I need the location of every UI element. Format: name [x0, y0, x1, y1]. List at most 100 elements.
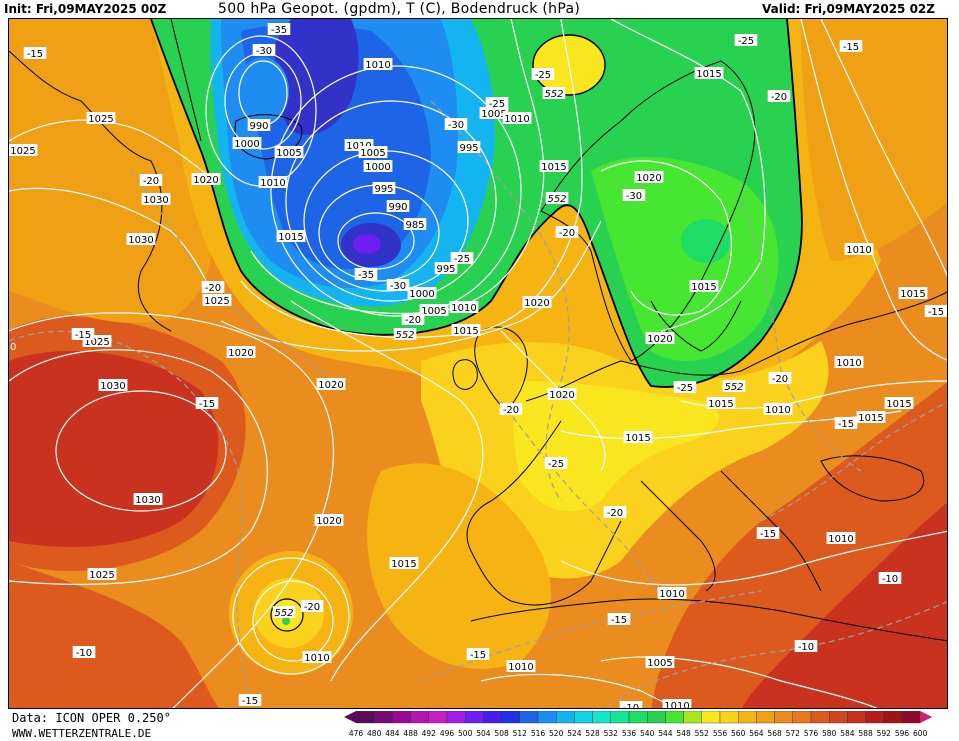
- isobar-label: 1010: [302, 651, 332, 664]
- isobar-label: 1005: [419, 304, 449, 317]
- coast-balkans: [720, 470, 822, 592]
- isobar-label-text: 1015: [278, 232, 303, 243]
- temperature-label-text: -15: [760, 529, 776, 540]
- colorbar-box: [810, 711, 830, 724]
- colorbar-box: [829, 711, 848, 724]
- temperature-label-box: [444, 118, 468, 130]
- isobar-label-text: 1020: [549, 390, 574, 401]
- isobar-label-box: [126, 233, 156, 245]
- isobar-label: 1015: [623, 431, 653, 444]
- temperature-label-text: -10: [623, 703, 639, 709]
- isobar-label-box: [539, 160, 569, 172]
- isobar-1030-northwest: [9, 187, 207, 282]
- isobar-1015-north: [240, 19, 583, 339]
- isobar-label: 1015: [539, 160, 569, 173]
- isobar-label-box: [87, 568, 117, 580]
- temperature-label: -10: [72, 646, 96, 659]
- temperature-label-text: -20: [771, 92, 787, 103]
- colorbar-boxes: [344, 711, 933, 724]
- isobar-label-box: [247, 119, 271, 131]
- isobar-1020-north: [220, 220, 602, 352]
- temperature-label: -20: [300, 600, 324, 613]
- colorbar-tick-label: 480: [367, 729, 382, 738]
- isobar-label: 1015: [856, 411, 886, 424]
- temperature-label-text: -25: [489, 99, 505, 110]
- temperature-label-box: [834, 417, 858, 429]
- isobar-label: 1030: [98, 379, 128, 392]
- temperature-label: -15: [195, 397, 219, 410]
- temperature-label-box: [603, 506, 627, 518]
- isobar-label: 1020: [522, 296, 552, 309]
- temperature-label-text: -30: [626, 191, 642, 202]
- temperature-label-text: -35: [271, 25, 287, 36]
- weather-map-canvas: 1025 1025 1030 1030 1020 1025 1025 1020 1030 1030…: [9, 19, 947, 709]
- isobar-label-box: [522, 296, 552, 308]
- temperature-label-box: [72, 646, 96, 658]
- isobar-label: 1015: [898, 287, 928, 300]
- temperature-label-box: [756, 527, 780, 539]
- colorbar-tick-label: 496: [440, 729, 455, 738]
- isobar-label-box: [202, 294, 232, 306]
- isobar-label-box: [363, 160, 393, 172]
- temperature-label: -25: [450, 252, 474, 265]
- isobar-label: 995: [457, 141, 481, 154]
- temperature-label: -15: [607, 613, 631, 626]
- temperature-label: -15: [23, 47, 47, 60]
- isobar-label: 1000: [363, 160, 393, 173]
- colorbar-box: [374, 711, 393, 724]
- isobars: [9, 19, 947, 708]
- field-north-trough-bright: [591, 157, 779, 361]
- colorbar-box: [792, 711, 812, 724]
- temperature-label: -35: [267, 23, 291, 36]
- temperature-label-box: [499, 403, 523, 415]
- temperature-label: -20: [499, 403, 523, 416]
- geopotential-label-text: 552: [274, 608, 293, 619]
- isobar-label: 1010: [763, 403, 793, 416]
- colorbar-tick-label: 528: [585, 729, 600, 738]
- isobar-label-box: [706, 397, 736, 409]
- isobar-label-box: [98, 379, 128, 391]
- isobar-label-text: 1000: [409, 289, 434, 300]
- temperature-label-text: -15: [242, 696, 258, 707]
- isotherm-minus-15-south: [420, 590, 762, 682]
- temperature-label: -20: [201, 281, 225, 294]
- temperature-label: -15: [466, 648, 490, 661]
- geopotential-label-text: 552: [395, 330, 414, 341]
- temperature-label: -15: [71, 328, 95, 341]
- isobar-label-text: 1030: [100, 381, 125, 392]
- temperature-label-text: -20: [772, 374, 788, 385]
- isobar-label-box: [657, 587, 687, 599]
- isobar-label: 1015: [689, 280, 719, 293]
- isobar-label-box: [884, 397, 914, 409]
- edge-label: 0: [10, 342, 16, 353]
- colorbar-tick-label: 500: [458, 729, 473, 738]
- colorbar-tick-label: 592: [877, 729, 892, 738]
- colorbar-tick-label: 588: [858, 729, 873, 738]
- temperature-label-text: -25: [548, 459, 564, 470]
- isobar-label: 1015: [389, 557, 419, 570]
- temperature-label-text: -20: [304, 602, 320, 613]
- isobar-label: 1030: [133, 493, 163, 506]
- geopotential-label: 552: [542, 87, 566, 100]
- temperature-label-text: -20: [503, 405, 519, 416]
- temperature-label-box: [71, 328, 95, 340]
- field-norway-low-green: [681, 219, 731, 263]
- isobar-1015-scandinavia: [610, 19, 766, 332]
- website-url: WWW.WETTERZENTRALE.DE: [12, 727, 152, 740]
- temperature-label-box: [619, 701, 643, 708]
- isobar-label-text: 1005: [421, 306, 446, 317]
- isobar-label-text: 1020: [636, 173, 661, 184]
- geopotential-colorbar: 476 480 484 488 492 496 500 504 508 512 516 520 524 5…: [344, 711, 933, 738]
- colorbar-box: [683, 711, 703, 724]
- temperature-label: -15: [839, 40, 863, 53]
- isobar-label-box: [302, 651, 332, 663]
- colorbar-tick-label: 520: [549, 729, 564, 738]
- geopotential-label-text: 552: [724, 382, 743, 393]
- isobar-1025-atlantic: [9, 349, 268, 586]
- temperature-label: -20: [603, 506, 627, 519]
- isobar-label-text: 990: [249, 121, 268, 132]
- colorbar-box: [865, 711, 884, 724]
- isobar-label-box: [689, 280, 719, 292]
- isobar-label: 1015: [276, 230, 306, 243]
- isobar-label-text: 1010: [508, 662, 533, 673]
